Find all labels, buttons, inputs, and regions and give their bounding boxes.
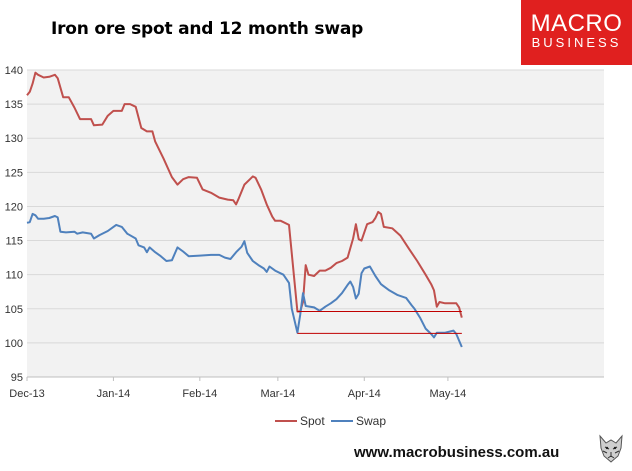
logo-line-macro: MACRO: [530, 10, 623, 37]
x-tick-label: Feb-14: [182, 388, 217, 400]
y-axis-ticks: 95 100 105 110 115 120 125 130 135 140: [5, 65, 23, 384]
x-tick-label: Jan-14: [97, 388, 131, 400]
x-tick-label: Mar-14: [260, 388, 295, 400]
plot-area: [27, 70, 604, 377]
y-tick-label: 125: [5, 167, 23, 179]
chart-title: Iron ore spot and 12 month swap: [51, 19, 364, 39]
gridlines: [27, 69, 604, 378]
logo-line-business: BUSINESS: [531, 35, 622, 50]
x-axis-ticks: Dec-13 Jan-14 Feb-14 Mar-14 Apr-14 May-14: [9, 377, 466, 400]
x-tick-label: Apr-14: [348, 388, 381, 400]
y-tick-label: 115: [5, 236, 23, 248]
x-tick-label: Dec-13: [9, 388, 44, 400]
y-tick-label: 130: [5, 133, 23, 145]
legend-label-swap: Swap: [356, 414, 386, 428]
x-tick-label: May-14: [430, 388, 467, 400]
y-tick-label: 100: [5, 338, 23, 350]
y-tick-label: 110: [5, 270, 23, 282]
series-lines: [26, 71, 463, 348]
macrobusiness-logo: MACRO BUSINESS: [521, 0, 632, 65]
y-tick-label: 135: [5, 99, 23, 111]
series-line-spot: [26, 71, 463, 318]
reference-lines: [297, 311, 462, 334]
legend-label-spot: Spot: [300, 414, 325, 428]
y-tick-label: 95: [11, 372, 23, 384]
y-tick-label: 120: [5, 201, 23, 213]
series-line-swap: [26, 212, 463, 348]
footer-url: www.macrobusiness.com.au: [354, 444, 560, 461]
wolf-icon: [597, 434, 625, 464]
legend: Spot Swap: [275, 414, 386, 428]
y-tick-label: 140: [5, 65, 23, 77]
y-tick-label: 105: [5, 304, 23, 316]
